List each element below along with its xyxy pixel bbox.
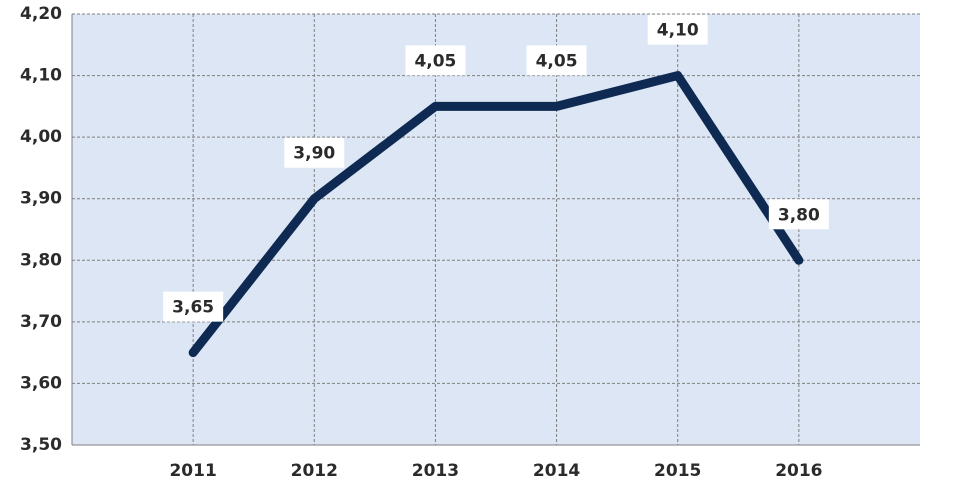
x-tick-label: 2016 bbox=[775, 461, 822, 481]
data-line bbox=[188, 71, 804, 358]
value-label: 4,05 bbox=[414, 51, 456, 71]
value-label-group: 4,05 bbox=[405, 45, 466, 76]
value-label-group: 3,65 bbox=[163, 291, 224, 322]
y-tick-label: 4,10 bbox=[20, 66, 62, 86]
value-label-group: 4,10 bbox=[647, 14, 708, 45]
y-tick-label: 3,50 bbox=[20, 435, 62, 455]
value-label-box bbox=[768, 199, 829, 230]
value-label: 3,65 bbox=[172, 298, 214, 318]
x-tick-label: 2013 bbox=[412, 461, 459, 481]
x-tick-label: 2012 bbox=[291, 461, 338, 481]
x-tick-label: 2011 bbox=[169, 461, 216, 481]
value-label-group: 3,90 bbox=[284, 137, 345, 168]
plot-area bbox=[72, 14, 920, 445]
y-tick-label: 4,20 bbox=[20, 4, 62, 24]
value-label: 3,80 bbox=[778, 205, 820, 225]
y-tick-label: 3,90 bbox=[20, 189, 62, 209]
y-tick-label: 3,80 bbox=[20, 250, 62, 270]
y-tick-label: 3,70 bbox=[20, 312, 62, 332]
value-label: 4,05 bbox=[536, 51, 578, 71]
value-label-box bbox=[526, 45, 587, 76]
value-label-group: 3,80 bbox=[768, 199, 829, 230]
value-label: 3,90 bbox=[293, 144, 335, 164]
value-label-box bbox=[163, 291, 224, 322]
y-tick-label: 3,60 bbox=[20, 373, 62, 393]
value-label-group: 4,05 bbox=[526, 45, 587, 76]
x-tick-label: 2015 bbox=[654, 461, 701, 481]
value-label: 4,10 bbox=[657, 21, 699, 41]
y-tick-label: 4,00 bbox=[20, 127, 62, 147]
x-tick-label: 2014 bbox=[533, 461, 580, 481]
value-label-box bbox=[647, 14, 708, 45]
value-label-box bbox=[284, 137, 345, 168]
value-label-box bbox=[405, 45, 466, 76]
